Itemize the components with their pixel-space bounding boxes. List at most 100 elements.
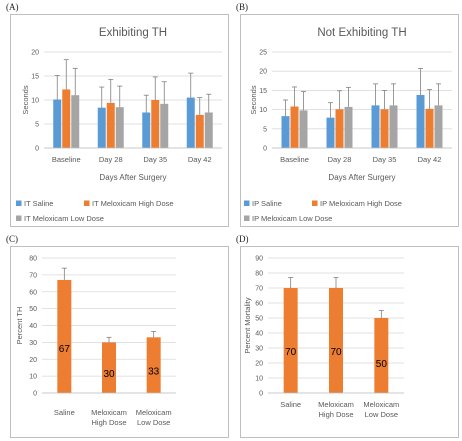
panel-d-frame	[240, 246, 459, 438]
d-category-label: Low Dose	[365, 410, 398, 419]
d-data-label: 50	[376, 359, 388, 370]
c-bar	[57, 279, 72, 393]
b-bar	[281, 116, 290, 148]
d-category-label: Meloxicam	[363, 400, 399, 409]
a-ytick-label: 0	[35, 146, 39, 153]
c-category-label: High Dose	[91, 418, 126, 427]
b-xlabel: Days After Surgery	[328, 173, 395, 182]
b-legend-label: IP Saline	[252, 199, 282, 208]
b-bar	[335, 109, 344, 148]
a-bar	[71, 95, 80, 148]
c-ytick-label: 80	[29, 256, 37, 263]
a-ylabel: Seconds	[21, 85, 30, 114]
a-category-label: Day 35	[143, 155, 167, 164]
a-bar	[115, 107, 124, 148]
d-ylabel: Percent Mortality	[243, 297, 252, 354]
a-legend-label: IT Saline	[24, 199, 53, 208]
a-bar	[160, 103, 169, 148]
a-bar	[53, 99, 62, 148]
d-ytick-label: 40	[255, 331, 263, 338]
c-category-label: Meloxicam	[136, 408, 172, 417]
b-ytick-label: 0	[263, 146, 267, 153]
b-bar	[389, 105, 398, 148]
b-bar	[326, 117, 335, 148]
b-bar	[380, 109, 389, 148]
panel-b-frame	[240, 14, 459, 227]
c-bar	[102, 342, 116, 393]
d-ytick-label: 10	[255, 376, 263, 383]
a-category-label: Day 42	[188, 155, 212, 164]
c-data-label: 30	[103, 369, 115, 380]
a-bar	[151, 100, 160, 148]
panel-d-letter: (D)	[236, 234, 249, 244]
c-bar	[146, 337, 161, 393]
a-bar	[186, 97, 195, 148]
b-ytick-label: 10	[259, 107, 267, 114]
c-ytick-label: 60	[29, 289, 37, 296]
d-data-label: 70	[330, 347, 342, 358]
b-ytick-label: 15	[259, 88, 267, 95]
c-category-label: Meloxicam	[91, 408, 127, 417]
b-ytick-label: 20	[259, 69, 267, 76]
a-legend-label: IT Meloxicam High Dose	[92, 199, 174, 208]
b-category-label: Baseline	[280, 155, 309, 164]
d-bar	[374, 318, 389, 393]
c-data-label: 67	[59, 344, 71, 355]
d-category-label: Meloxicam	[318, 400, 354, 409]
b-bar	[290, 106, 299, 148]
a-legend-swatch	[84, 200, 90, 206]
b-legend-label: IP Meloxicam Low Dose	[252, 214, 332, 223]
c-ytick-label: 10	[29, 374, 37, 381]
a-ytick-label: 5	[35, 122, 39, 129]
c-ytick-label: 70	[29, 272, 37, 279]
c-ytick-label: 30	[29, 340, 37, 347]
b-legend-swatch	[244, 215, 250, 221]
a-xlabel: Days After Surgery	[99, 173, 166, 182]
b-title: Not Exhibiting TH	[317, 27, 406, 39]
b-bar	[299, 110, 308, 148]
a-category-label: Baseline	[52, 155, 81, 164]
panel-a-frame	[10, 14, 229, 227]
d-ytick-label: 50	[255, 316, 263, 323]
a-bar	[62, 89, 71, 148]
b-legend-swatch	[312, 200, 318, 206]
d-ytick-label: 90	[255, 256, 263, 263]
b-ytick-label: 25	[259, 50, 267, 57]
panel-c-frame	[10, 246, 229, 438]
panel-b-letter: (B)	[236, 2, 248, 12]
a-bar	[195, 114, 204, 148]
panel-c-letter: (C)	[6, 234, 18, 244]
a-legend-label: IT Meloxicam Low Dose	[24, 214, 104, 223]
c-ytick-label: 40	[29, 323, 37, 330]
b-bar	[416, 95, 425, 148]
a-category-label: Day 28	[99, 155, 123, 164]
b-bar	[371, 105, 380, 148]
c-category-label: Low Dose	[137, 418, 170, 427]
b-ylabel: Seconds	[249, 85, 258, 114]
d-data-label: 70	[285, 347, 297, 358]
a-ytick-label: 15	[31, 74, 39, 81]
c-ytick-label: 20	[29, 357, 37, 364]
d-ytick-label: 80	[255, 271, 263, 278]
d-ytick-label: 60	[255, 301, 263, 308]
a-legend-swatch	[16, 215, 22, 221]
a-bar	[142, 112, 151, 148]
b-legend-swatch	[244, 200, 250, 206]
a-title: Exhibiting TH	[99, 27, 167, 39]
b-ytick-label: 5	[263, 126, 267, 133]
b-bar	[425, 108, 434, 148]
d-bar	[283, 288, 298, 393]
a-ytick-label: 20	[31, 50, 39, 57]
panel-a-letter: (A)	[6, 2, 19, 12]
d-ytick-label: 20	[255, 361, 263, 368]
d-category-label: High Dose	[318, 410, 353, 419]
b-bar	[434, 105, 443, 148]
d-ytick-label: 30	[255, 346, 263, 353]
a-ytick-label: 10	[31, 98, 39, 105]
d-ytick-label: 70	[255, 286, 263, 293]
b-legend-label: IP Meloxicam High Dose	[320, 199, 402, 208]
b-category-label: Day 28	[328, 155, 352, 164]
b-bar	[344, 106, 353, 148]
c-ytick-label: 0	[33, 391, 37, 398]
